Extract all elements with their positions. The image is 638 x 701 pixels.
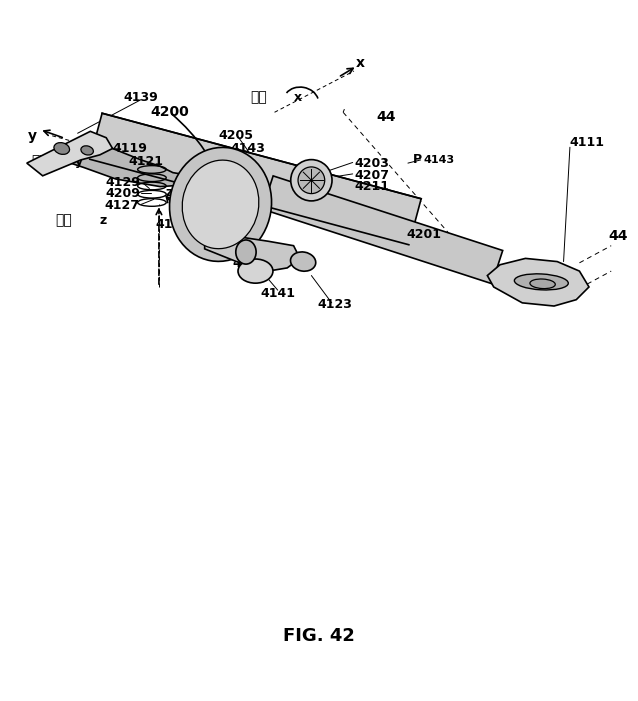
Text: 回転: 回転 — [56, 213, 72, 227]
Text: 4121: 4121 — [128, 155, 163, 168]
Text: 4141: 4141 — [260, 287, 295, 300]
Text: 4129: 4129 — [105, 176, 140, 189]
Text: FIG. 42: FIG. 42 — [283, 627, 355, 646]
Ellipse shape — [514, 274, 568, 290]
Text: 4211: 4211 — [355, 180, 390, 193]
Text: 4209: 4209 — [105, 187, 140, 200]
Polygon shape — [27, 131, 112, 176]
Polygon shape — [487, 259, 589, 306]
Text: 44: 44 — [608, 229, 628, 243]
Ellipse shape — [81, 146, 93, 155]
Text: z: z — [100, 214, 107, 227]
Text: z: z — [165, 186, 172, 200]
Text: 4119: 4119 — [112, 142, 147, 155]
Text: 4125: 4125 — [233, 257, 268, 270]
Ellipse shape — [298, 167, 325, 193]
Text: 4111: 4111 — [570, 136, 605, 149]
Text: 回転: 回転 — [31, 154, 48, 168]
Ellipse shape — [291, 160, 332, 201]
Text: x: x — [356, 56, 365, 70]
Text: P: P — [413, 154, 422, 166]
Polygon shape — [90, 114, 421, 245]
Text: 4123: 4123 — [318, 298, 352, 311]
Text: 4201: 4201 — [406, 228, 441, 240]
Text: x: x — [293, 91, 302, 104]
Text: 4127: 4127 — [105, 198, 140, 212]
Polygon shape — [205, 233, 300, 271]
Ellipse shape — [54, 142, 70, 154]
Polygon shape — [262, 176, 503, 284]
Ellipse shape — [170, 147, 272, 261]
Text: 4143: 4143 — [424, 155, 455, 165]
Text: 44: 44 — [376, 110, 396, 124]
Ellipse shape — [530, 279, 555, 289]
Ellipse shape — [238, 259, 273, 283]
Text: 4145: 4145 — [156, 218, 190, 231]
Text: 4143: 4143 — [230, 142, 265, 155]
Text: 4205: 4205 — [219, 129, 254, 142]
Ellipse shape — [290, 252, 316, 271]
Text: 4139: 4139 — [124, 91, 158, 104]
Text: 4203: 4203 — [355, 157, 389, 170]
Text: y: y — [75, 155, 82, 168]
Polygon shape — [52, 141, 192, 186]
Text: y: y — [27, 129, 36, 143]
Ellipse shape — [236, 240, 256, 264]
Text: 4207: 4207 — [355, 169, 390, 182]
Text: 4200: 4200 — [151, 105, 189, 119]
Text: 回転: 回転 — [250, 90, 267, 104]
Ellipse shape — [182, 160, 259, 249]
